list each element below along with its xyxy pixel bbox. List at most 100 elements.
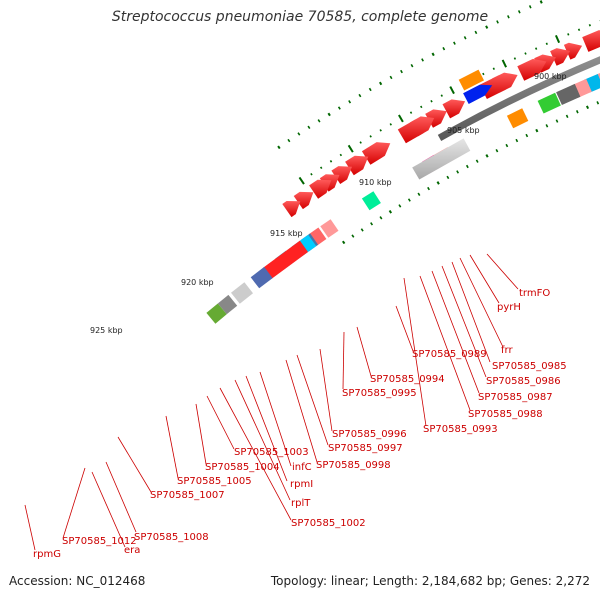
scale-tick: [379, 216, 383, 220]
label-connector: [234, 379, 291, 501]
scale-tick: [427, 186, 430, 191]
gene-features: [206, 30, 600, 324]
scale-tick: [389, 123, 392, 126]
label-connector: [469, 254, 500, 304]
scale-tick: [492, 67, 495, 70]
forward-gene-26: [282, 201, 301, 218]
gene-label-SP70585_0986: SP70585_0986: [486, 376, 561, 387]
gene-label-rpmI: rpmI: [290, 479, 313, 490]
scale-tick: [351, 234, 355, 238]
scale-tick: [475, 159, 479, 163]
scale-tick: [474, 30, 478, 35]
scale-tick: [298, 176, 305, 185]
label-connector: [105, 461, 137, 533]
label-connector: [342, 331, 345, 390]
scale-tick: [420, 105, 423, 109]
gene-label-trmFO: trmFO: [519, 288, 550, 299]
forward-gene-11: [550, 48, 571, 66]
label-connector: [431, 270, 480, 394]
label-connector: [395, 305, 414, 352]
scale-tick: [431, 52, 435, 57]
reverse-gene-23: [263, 240, 308, 279]
scale-label-925: 925 kbp: [90, 326, 123, 335]
gene-label-SP70585_0996: SP70585_0996: [332, 429, 407, 440]
scale-tick: [277, 145, 281, 150]
gene-label-SP70585_1002: SP70585_1002: [291, 518, 366, 529]
scale-tick: [358, 93, 362, 98]
gene-label-rplT: rplT: [291, 498, 311, 509]
gene-label-SP70585_0994: SP70585_0994: [370, 374, 445, 385]
scale-tick: [297, 132, 301, 136]
label-connector: [117, 436, 152, 493]
scale-tick: [596, 101, 600, 105]
scale-label-920: 920 kbp: [181, 278, 214, 287]
scale-tick: [482, 72, 485, 76]
reverse-gene-27: [206, 303, 227, 324]
label-connector: [285, 359, 318, 463]
label-connector: [403, 277, 427, 427]
scale-tick: [378, 81, 383, 86]
forward-gene-20: [361, 142, 391, 165]
scale-tick: [359, 141, 362, 144]
label-connector: [91, 471, 126, 548]
scale-tick: [327, 112, 331, 117]
scale-tick: [341, 240, 346, 245]
scale-label-900: 900 kbp: [534, 72, 567, 81]
scale-tick: [535, 47, 538, 50]
label-connector: [24, 504, 36, 551]
genome-backbone: [437, 56, 600, 141]
gene-label-era: era: [124, 545, 140, 556]
forward-gene-16: [442, 99, 466, 119]
label-connector: [419, 275, 471, 411]
gene-label-SP70585_0998: SP70585_0998: [316, 460, 391, 471]
scale-tick: [421, 58, 424, 62]
label-connector: [319, 348, 333, 432]
scale-tick: [515, 138, 519, 143]
reverse-gene-17: [361, 191, 381, 211]
scale-tick: [525, 133, 529, 138]
forward-gene-22: [331, 166, 352, 184]
gene-label-rpmG: rpmG: [33, 549, 61, 560]
scale-tick: [545, 124, 549, 128]
scale-tick: [307, 125, 311, 130]
gene-label-SP70585_1012: SP70585_1012: [62, 536, 137, 547]
forward-gene-19: [397, 116, 435, 144]
gene-label-SP70585_1005: SP70585_1005: [177, 476, 252, 487]
scale-tick: [507, 15, 510, 19]
scale-tick: [317, 119, 321, 123]
scale-tick: [485, 154, 489, 158]
scale-tick: [410, 64, 414, 68]
scale-label-905: 905 kbp: [447, 126, 480, 135]
scale-tick: [577, 28, 581, 31]
scale-tick: [337, 106, 341, 110]
scale-tick: [567, 33, 570, 36]
label-connector: [441, 265, 487, 378]
gene-label-SP70585_0995: SP70585_0995: [342, 388, 417, 399]
reverse-gene-25: [231, 282, 253, 304]
scale-tick: [310, 172, 313, 176]
scale-tick: [369, 135, 372, 138]
scale-tick: [539, 0, 543, 4]
gene-label-SP70585_0993: SP70585_0993: [423, 424, 498, 435]
gene-label-SP70585_1004: SP70585_1004: [205, 462, 280, 473]
scale-tick: [339, 153, 343, 157]
outer-gene-orange: [458, 69, 484, 91]
scale-tick: [319, 166, 323, 170]
forward-gene-15: [479, 72, 518, 99]
label-connector: [259, 371, 292, 467]
scale-tick: [379, 129, 382, 132]
label-connector: [245, 375, 288, 482]
scale-tick: [517, 10, 521, 14]
scale-tick: [501, 59, 507, 68]
scale-tick: [449, 86, 455, 95]
scale-tick: [545, 42, 548, 46]
label-connector: [62, 467, 86, 539]
gene-label-SP70585_1007: SP70585_1007: [150, 490, 225, 501]
scale-labels: 900 kbp 905 kbp 910 kbp 915 kbp 920 kbp …: [90, 72, 567, 335]
forward-gene-9: [582, 30, 600, 52]
label-connector-lines: [24, 253, 519, 551]
scale-tick: [446, 175, 450, 180]
forward-gene-21: [345, 155, 369, 176]
